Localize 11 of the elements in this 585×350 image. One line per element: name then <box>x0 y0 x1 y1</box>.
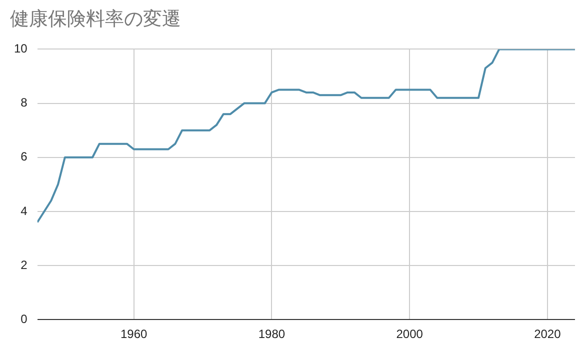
y-tick-label: 2 <box>20 258 28 272</box>
x-tick-label: 2020 <box>534 327 562 342</box>
y-tick-label: 8 <box>20 96 28 110</box>
y-tick-label: 0 <box>20 312 28 326</box>
y-tick-label: 10 <box>14 42 28 56</box>
x-tick-label: 1960 <box>120 327 148 342</box>
x-tick-label: 2000 <box>396 327 424 342</box>
x-tick-label: 1980 <box>258 327 286 342</box>
chart-title: 健康保険料率の変遷 <box>10 7 181 32</box>
y-tick-label: 4 <box>20 204 28 218</box>
y-tick-label: 6 <box>20 150 28 164</box>
